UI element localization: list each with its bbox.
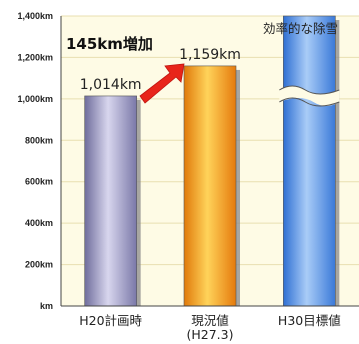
y-tick-label: 200km	[25, 260, 53, 270]
increase-annotation: 145km増加	[66, 35, 153, 53]
y-tick-label: 1,200km	[17, 52, 53, 62]
bar	[283, 15, 336, 307]
y-tick-labels: km 200km 400km 600km 800km 1,000km 1,200km 1,40…	[17, 11, 53, 311]
x-tick-label: H30目標値	[278, 313, 341, 328]
x-tick-labels: H20計画時 現況値(H27.3) H30目標値	[79, 313, 340, 342]
axis-break-line	[279, 85, 340, 95]
x-tick-label: H20計画時	[79, 313, 142, 328]
x-tick-label: (H27.3)	[187, 327, 234, 342]
y-tick-label: km	[40, 301, 53, 311]
y-tick-label: 1,000km	[17, 94, 53, 104]
y-tick-label: 800km	[25, 135, 53, 145]
target-label: 効率的な除雪	[263, 21, 338, 36]
x-tick-label: 現況値	[191, 313, 229, 328]
increase-arrow-icon	[139, 63, 185, 104]
bar	[84, 95, 137, 307]
bar	[183, 65, 237, 307]
data-label: 1,159km	[179, 47, 241, 63]
y-tick-label: 600km	[25, 177, 53, 187]
axis-break-line	[279, 97, 340, 107]
data-label: 1,014km	[80, 77, 142, 93]
y-tick-label: 1,400km	[17, 11, 53, 21]
bars	[84, 15, 340, 307]
y-tick-label: 400km	[25, 218, 53, 228]
data-labels: 1,014km 1,159km	[80, 47, 241, 93]
axis-break-gap	[279, 86, 340, 106]
